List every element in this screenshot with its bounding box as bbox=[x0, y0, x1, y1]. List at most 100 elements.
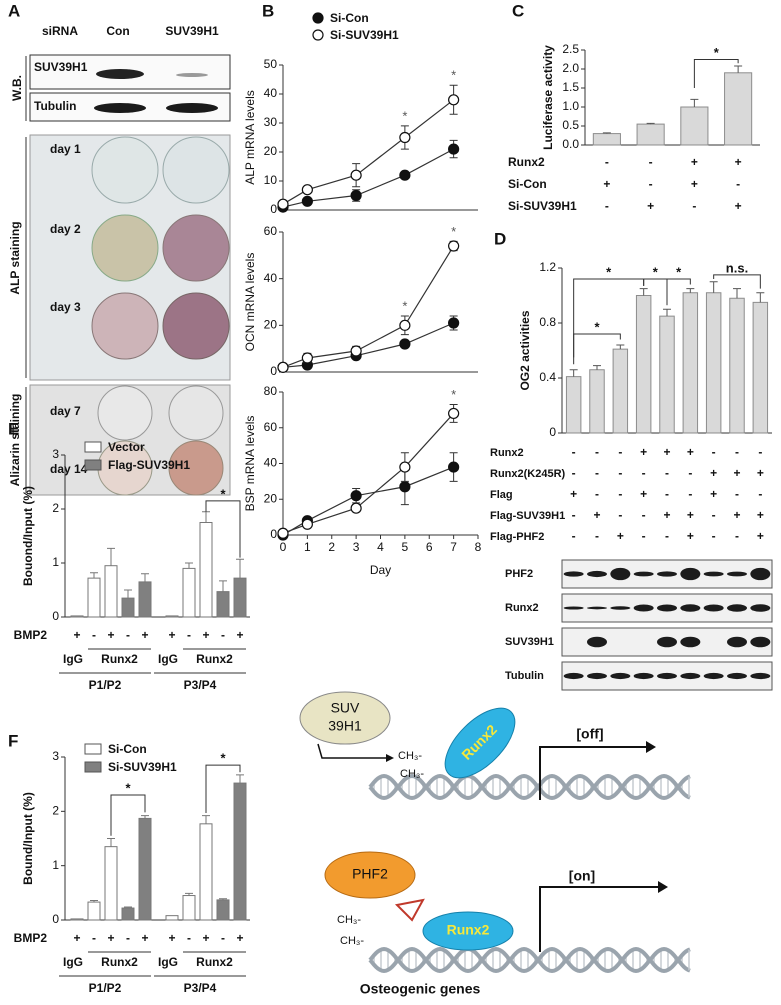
condition-sign: + bbox=[735, 155, 742, 169]
condition-sign: - bbox=[126, 931, 130, 945]
x-tick-label: 2 bbox=[328, 540, 335, 554]
data-point bbox=[277, 527, 289, 539]
subgroup-label: Runx2 bbox=[196, 652, 233, 666]
data-point bbox=[399, 481, 411, 493]
panel-label: B bbox=[262, 1, 274, 20]
well bbox=[168, 385, 224, 441]
bar bbox=[121, 597, 135, 618]
condition-sign: - bbox=[665, 529, 669, 543]
error-bar bbox=[646, 122, 655, 125]
error-bar bbox=[686, 288, 695, 293]
condition-sign: + bbox=[168, 628, 175, 642]
data-point bbox=[399, 338, 411, 350]
condition-sign: - bbox=[187, 628, 191, 642]
enzyme-shape bbox=[324, 851, 416, 899]
blot-band bbox=[703, 672, 724, 680]
bar bbox=[705, 292, 722, 434]
error-bar bbox=[756, 292, 765, 303]
significance-label: * bbox=[653, 264, 659, 279]
condition-sign: - bbox=[642, 529, 646, 543]
significance-label: * bbox=[402, 298, 407, 313]
panel-label: F bbox=[8, 731, 18, 750]
y-axis-label: Bound/Input (%) bbox=[21, 792, 35, 885]
y-tick-label: 40 bbox=[264, 456, 278, 470]
well bbox=[91, 214, 159, 282]
well bbox=[162, 292, 230, 360]
condition-label: Runx2(K245R) bbox=[490, 468, 566, 480]
bar bbox=[87, 577, 101, 618]
blot-band bbox=[633, 672, 654, 680]
day-label: day 7 bbox=[50, 404, 81, 418]
bar bbox=[592, 133, 621, 146]
methyl-label: CH₃- bbox=[337, 914, 361, 926]
blot-band bbox=[587, 636, 607, 648]
dna-strand bbox=[368, 946, 691, 974]
error-bar bbox=[107, 838, 115, 847]
arrow bbox=[539, 746, 648, 800]
caption: Osteogenic genes bbox=[360, 981, 481, 997]
condition-sign: + bbox=[757, 508, 764, 522]
condition-sign: - bbox=[736, 177, 740, 191]
chart: 0 10 20 30 40 50 ALP mRNA levels Si-Con Si-SUV39… bbox=[243, 11, 478, 216]
methyl-label: CH₃- bbox=[400, 768, 424, 780]
arrow bbox=[539, 886, 660, 952]
blot-band bbox=[96, 69, 144, 79]
condition-sign: + bbox=[733, 466, 740, 480]
bar bbox=[659, 315, 675, 434]
panel-label: C bbox=[512, 1, 524, 20]
error-bar bbox=[185, 562, 193, 569]
condition-sign: + bbox=[202, 628, 209, 642]
subgroup-label: IgG bbox=[63, 955, 83, 969]
blot-label: Tubulin bbox=[34, 99, 76, 113]
group-label: P1/P2 bbox=[89, 981, 122, 995]
group-label: P1/P2 bbox=[89, 678, 122, 692]
significance-bracket bbox=[110, 794, 146, 836]
blot-group-label: W.B. bbox=[10, 75, 24, 101]
blot-band bbox=[680, 567, 701, 581]
y-tick-label: 2 bbox=[52, 804, 59, 818]
bar bbox=[216, 591, 230, 618]
blot-band bbox=[563, 571, 584, 577]
error-bar bbox=[639, 288, 648, 296]
bar bbox=[612, 348, 629, 434]
error-bar bbox=[593, 365, 601, 370]
bar bbox=[233, 782, 247, 921]
condition-sign: + bbox=[168, 931, 175, 945]
condition-sign: - bbox=[642, 466, 646, 480]
subgroup-label: Runx2 bbox=[101, 955, 138, 969]
blot-band bbox=[633, 604, 654, 612]
significance-label: * bbox=[451, 224, 456, 239]
blot-band bbox=[680, 604, 701, 612]
condition-sign: - bbox=[595, 445, 599, 459]
condition-sign: - bbox=[605, 155, 609, 169]
subgroup-label: Runx2 bbox=[196, 955, 233, 969]
y-tick-label: 20 bbox=[264, 318, 278, 332]
condition-sign: + bbox=[73, 931, 80, 945]
condition-sign: + bbox=[570, 487, 577, 501]
well bbox=[162, 136, 230, 204]
blot-label: SUV39H1 bbox=[34, 60, 88, 74]
condition-label: Flag bbox=[490, 489, 513, 501]
blot-band bbox=[587, 606, 607, 610]
data-point bbox=[301, 184, 313, 196]
legend-label: Si-Con bbox=[108, 742, 147, 756]
error-bar bbox=[90, 899, 98, 903]
x-tick-label: 5 bbox=[402, 540, 409, 554]
significance-label: * bbox=[220, 751, 226, 766]
condition-sign: - bbox=[649, 177, 653, 191]
condition-sign: - bbox=[688, 487, 692, 501]
condition-label: Si-SUV39H1 bbox=[508, 199, 577, 213]
legend-marker bbox=[312, 12, 324, 24]
condition-sign: + bbox=[202, 931, 209, 945]
significance-bracket bbox=[693, 59, 739, 88]
legend-marker bbox=[84, 459, 102, 471]
y-tick-label: 0 bbox=[52, 912, 59, 926]
panel-g: SUV 39H1 CH₃- CH₃- Runx2 [off] PHF2 CH₃-… bbox=[299, 691, 691, 997]
error-bar bbox=[124, 589, 132, 599]
blot-band bbox=[657, 571, 677, 577]
enzyme-label: PHF2 bbox=[352, 866, 388, 882]
blot-band bbox=[703, 571, 724, 577]
y-tick-label: 1 bbox=[52, 555, 59, 569]
